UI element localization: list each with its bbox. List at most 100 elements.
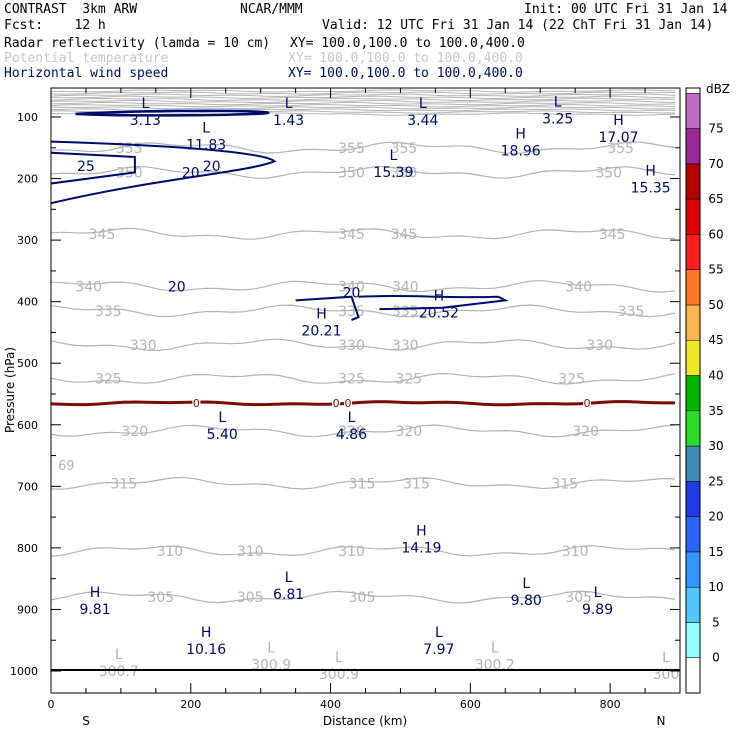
low-marker: L <box>335 650 343 666</box>
low-marker: L <box>348 410 356 426</box>
high-marker: H <box>515 127 526 143</box>
wind-jet-contour-upper <box>75 109 270 117</box>
theta-contour-label: 330 <box>392 338 419 354</box>
theta-contour-label: 320 <box>121 424 148 440</box>
x-tick-label: 800 <box>600 698 621 711</box>
y-tick-label: 1000 <box>10 665 38 678</box>
extremum-value: 300.7 <box>99 664 139 680</box>
y-tick-label: 900 <box>17 603 38 616</box>
low-marker: L <box>202 120 210 136</box>
colorbar-level-label: 55 <box>708 263 723 277</box>
low-marker: L <box>390 148 398 164</box>
colorbar-level-label: 75 <box>708 122 723 136</box>
colorbar-segment <box>685 198 701 235</box>
end-label-north: N <box>657 714 666 728</box>
colorbar-level-label: 70 <box>708 157 723 171</box>
extremum-value: 3.44 <box>407 113 438 129</box>
extremum-value: 17.07 <box>598 130 638 146</box>
freezing-label-bg <box>192 397 201 409</box>
high-marker: H <box>90 585 101 601</box>
theta-contour-label: 69 <box>58 459 75 474</box>
extremum-value: 5.40 <box>207 427 238 443</box>
theta-contour-label: 355 <box>391 141 418 157</box>
extremum-value: 10.16 <box>186 642 226 658</box>
theta-contour-line <box>50 165 676 179</box>
theta-contour-label: 350 <box>338 165 365 181</box>
colorbar-segment <box>685 586 701 623</box>
y-tick-label: 300 <box>17 234 38 247</box>
extremum-value: 9.80 <box>511 593 542 609</box>
low-marker: L <box>594 585 602 601</box>
colorbar-segment <box>685 657 701 694</box>
theta-contour-label: 335 <box>618 304 645 320</box>
extremum-value: 300.2 <box>475 658 515 674</box>
y-tick-label: 600 <box>17 419 38 432</box>
theta-contour-label: 330 <box>586 338 613 354</box>
colorbar-level-label: 0 <box>712 651 720 665</box>
theta-contour-line <box>50 227 676 240</box>
freezing-level-label: 0 <box>345 397 352 410</box>
theta-contour-label: 305 <box>565 590 592 606</box>
theta-contour-label: 325 <box>95 372 122 388</box>
low-marker: L <box>218 410 226 426</box>
theta-contour-label: 325 <box>338 372 365 388</box>
field-reflectivity-label: Radar reflectivity (lamda = 10 cm) <box>4 36 271 51</box>
theta-contour-upper <box>50 89 676 93</box>
extremum-value: 9.89 <box>582 602 613 618</box>
theta-contour-line <box>50 338 676 352</box>
extremum-value: 15.35 <box>631 181 671 197</box>
theta-contour-upper <box>51 101 676 106</box>
low-marker: L <box>285 570 293 586</box>
theta-contour-label: 315 <box>403 476 430 492</box>
colorbar-level-label: 45 <box>708 333 723 347</box>
theta-contour-label: 330 <box>130 338 157 354</box>
colorbar-level-label: 15 <box>708 545 723 559</box>
x-axis-label: Distance (km) <box>323 714 407 728</box>
field-wind-label: Horizontal wind speed <box>4 66 169 81</box>
theta-contour-label: 325 <box>558 372 585 388</box>
freezing-label-bg <box>332 397 341 409</box>
colorbar-segment <box>685 622 701 658</box>
chart-title: CONTRAST 3km ARW <box>4 2 138 17</box>
colorbar-level-label: 50 <box>708 298 723 312</box>
theta-contour-label: 355 <box>607 141 634 157</box>
extremum-value: 3.25 <box>542 112 573 128</box>
low-marker: L <box>419 96 427 112</box>
low-marker: L <box>141 96 149 112</box>
theta-contour-line <box>50 304 676 318</box>
colorbar-segment <box>685 269 701 306</box>
theta-contour-line <box>50 545 676 557</box>
low-marker: L <box>554 95 562 111</box>
theta-contour-upper <box>50 97 676 101</box>
low-marker: L <box>267 641 275 657</box>
low-marker: L <box>285 96 293 112</box>
theta-contour-label: 305 <box>349 590 376 606</box>
high-marker: H <box>434 289 445 305</box>
theta-contour-line <box>50 476 676 490</box>
chart-org: NCAR/MMM <box>240 2 303 17</box>
theta-contour-label: 340 <box>392 279 419 295</box>
colorbar-segment <box>685 410 701 447</box>
wind-contour-label: 20 <box>343 285 361 301</box>
axes: 0 200 400 600 800100200300400500600700800900… <box>3 87 681 728</box>
theta-contour-label: 335 <box>392 304 419 320</box>
theta-contour-label: 350 <box>391 165 418 181</box>
extremum-value: 9.81 <box>79 602 110 618</box>
theta-contour-label: 345 <box>89 227 116 243</box>
colorbar-segment <box>685 375 701 412</box>
colorbar-segment <box>685 551 701 588</box>
theta-contour-label: 335 <box>338 304 365 320</box>
wind-contour-label: 20 <box>203 159 221 175</box>
theta-contour-line <box>50 590 676 604</box>
theta-contour-line <box>50 141 676 154</box>
extremum-value: 20.21 <box>301 323 341 339</box>
theta-contour-label: 310 <box>338 544 365 560</box>
theta-contour-label: 320 <box>395 424 422 440</box>
colorbar-title: dBZ <box>706 82 730 96</box>
theta-contour-upper <box>50 99 676 104</box>
extremum-value: 15.39 <box>373 165 413 181</box>
x-tick-label: 600 <box>460 698 481 711</box>
extremum-value: 300.9 <box>251 658 291 674</box>
theta-contour-upper <box>50 93 676 97</box>
